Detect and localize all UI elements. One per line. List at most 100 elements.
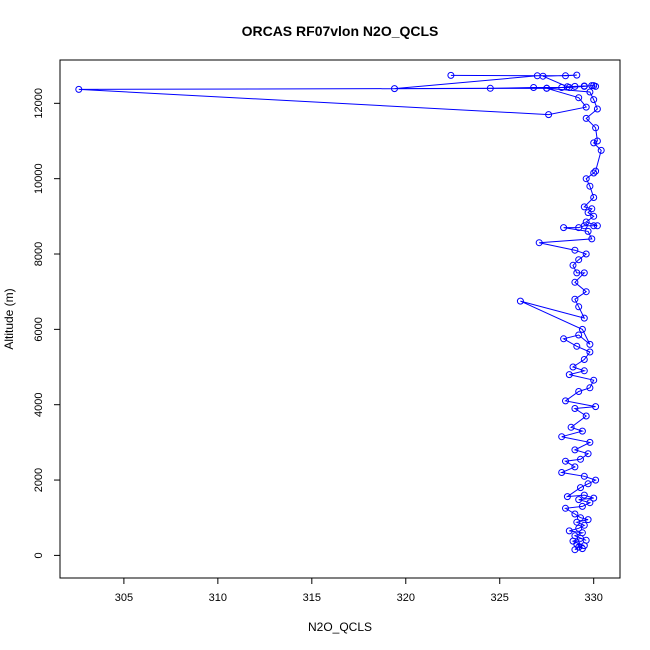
data-point — [584, 227, 592, 235]
data-point — [593, 137, 601, 145]
data-point — [577, 484, 584, 492]
x-tick-label: 310 — [209, 592, 227, 604]
data-point — [590, 376, 598, 384]
data-point — [580, 521, 588, 529]
data-point — [592, 167, 600, 175]
data-point — [586, 348, 594, 356]
data-point — [571, 446, 579, 454]
data-point — [577, 455, 584, 463]
y-tick-label: 6000 — [33, 317, 45, 341]
data-point — [592, 476, 600, 484]
data-point — [588, 82, 596, 90]
data-point — [582, 288, 590, 296]
data-point — [573, 269, 581, 277]
chart-title: ORCAS RF07vlon N2O_QCLS — [242, 23, 439, 39]
data-point — [582, 536, 590, 544]
data-point — [486, 84, 494, 92]
x-tick-label: 305 — [115, 592, 133, 604]
data-point — [575, 303, 583, 311]
data-point — [580, 314, 588, 322]
data-point — [543, 84, 551, 92]
data-point — [545, 111, 553, 119]
data-point — [558, 469, 566, 476]
data-point — [539, 72, 547, 80]
data-point — [580, 367, 588, 375]
data-point — [590, 96, 598, 104]
data-point — [586, 384, 594, 392]
data-point — [586, 499, 594, 507]
data-point — [75, 85, 83, 93]
data-point — [578, 427, 586, 435]
data-point — [590, 139, 598, 147]
data-point — [571, 532, 579, 540]
plot-frame — [59, 59, 621, 579]
data-point — [580, 491, 588, 499]
data-point — [586, 88, 594, 96]
data-point — [590, 169, 598, 177]
data-point — [571, 463, 579, 471]
data-point — [582, 218, 590, 226]
data-point — [575, 496, 583, 504]
data-point — [580, 203, 588, 211]
data-point — [580, 472, 588, 480]
data-point — [582, 250, 590, 258]
data-point — [597, 146, 605, 154]
data-point — [562, 72, 569, 80]
y-axis: 0 2000 4000 6000 8000 10000 12000 — [33, 88, 61, 558]
data-point — [391, 85, 398, 93]
data-point — [580, 269, 588, 277]
data-point — [560, 224, 568, 232]
data-point — [575, 524, 583, 532]
data-point — [535, 239, 543, 247]
data-point — [567, 423, 575, 431]
x-axis: 305 310 315 320 325 330 — [115, 577, 603, 604]
data-point — [575, 388, 583, 395]
data-point — [569, 363, 577, 371]
data-point — [588, 235, 596, 243]
data-point — [592, 82, 600, 90]
data-point — [578, 529, 586, 537]
x-axis-label: N2O_QCLS — [308, 620, 372, 634]
data-point — [593, 222, 601, 230]
data-point — [562, 397, 569, 405]
data-point — [584, 516, 592, 524]
data-point — [573, 71, 581, 79]
data-point — [593, 105, 601, 113]
data-point — [575, 256, 583, 264]
data-point — [577, 514, 584, 522]
data-point — [573, 342, 581, 350]
data-point — [578, 502, 586, 510]
data-point — [582, 412, 590, 420]
series-line — [78, 74, 602, 551]
x-tick-label: 320 — [397, 592, 415, 604]
data-point — [573, 518, 581, 526]
data-point — [590, 212, 598, 220]
y-tick-label: 0 — [33, 552, 45, 558]
data-point — [584, 450, 592, 458]
data-point — [558, 433, 566, 441]
data-point — [530, 84, 538, 91]
data-point — [447, 71, 455, 79]
data-point — [586, 182, 594, 190]
data-point — [571, 405, 579, 412]
data-point — [584, 480, 592, 488]
data-point — [565, 371, 573, 379]
data-point — [562, 457, 569, 465]
data-point — [586, 340, 594, 348]
data-point — [586, 438, 594, 446]
data-point — [582, 103, 590, 111]
data-point — [571, 295, 579, 303]
y-tick-label: 8000 — [33, 242, 45, 266]
x-tick-label: 325 — [491, 592, 509, 604]
series-layer — [75, 71, 605, 554]
data-point — [575, 94, 583, 102]
data-point — [560, 335, 568, 343]
data-point — [571, 246, 579, 254]
data-point — [578, 325, 586, 333]
data-point — [571, 278, 579, 286]
y-tick-label: 2000 — [33, 468, 45, 492]
data-point — [516, 297, 524, 305]
data-point — [592, 403, 600, 411]
data-point — [563, 83, 571, 91]
